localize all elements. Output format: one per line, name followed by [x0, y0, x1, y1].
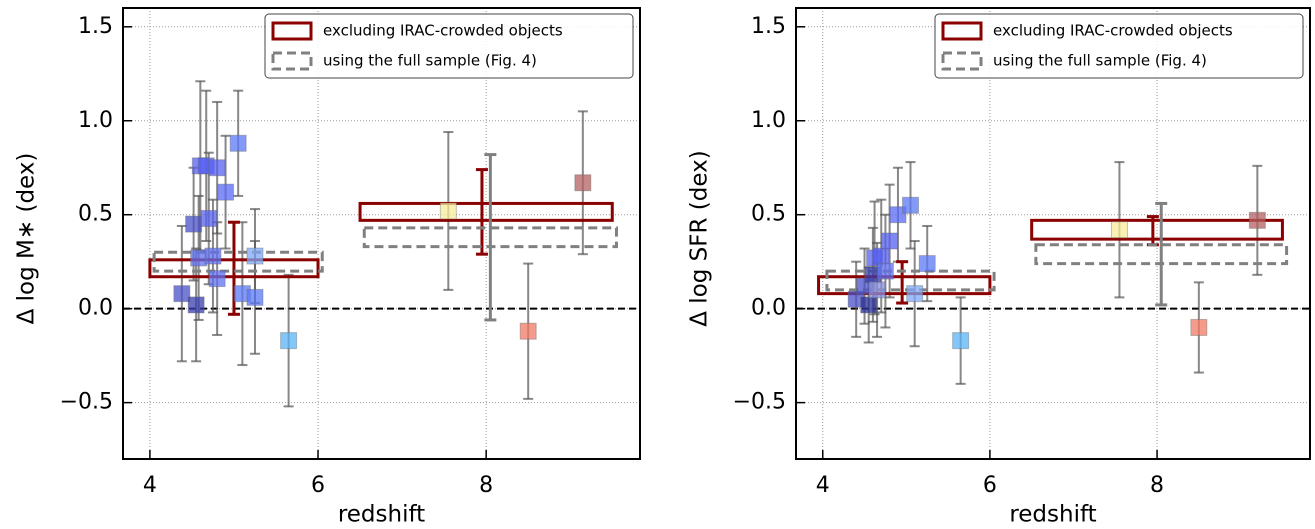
point: [872, 247, 890, 265]
y-tick-label: 0.5: [751, 202, 786, 227]
point: [1110, 221, 1128, 239]
panel: 4 6 8 −0.5 0.0 0.5 1.0 1.5 redshift Δ log M∗ (dex…: [14, 7, 641, 528]
x-axis-label: redshift: [338, 502, 425, 528]
point: [519, 322, 537, 340]
legend: excluding IRAC-crowded objects using the …: [264, 13, 634, 79]
y-axis-label: Δ log SFR (dex): [687, 150, 713, 326]
point: [280, 332, 298, 350]
point: [190, 249, 208, 267]
y-tick-label: 1.0: [751, 108, 786, 133]
point: [200, 209, 218, 227]
x-tick-label: 4: [143, 473, 157, 498]
legend-swatch: [941, 51, 983, 71]
x-axis-label: redshift: [1009, 502, 1096, 528]
point: [246, 247, 264, 265]
bin-box: [817, 275, 992, 296]
bin-error-bar: [896, 260, 909, 305]
point: [217, 183, 235, 201]
point: [889, 206, 907, 224]
bin-error-bar: [475, 168, 488, 256]
point: [1248, 211, 1266, 229]
y-tick-label: 1.0: [78, 108, 113, 133]
legend: excluding IRAC-crowded objects using the …: [934, 13, 1304, 79]
x-tick-label: 6: [311, 473, 325, 498]
legend-frame: [264, 13, 634, 79]
bin-box: [358, 201, 614, 222]
y-tick-label: −0.5: [733, 390, 786, 415]
point: [881, 232, 899, 250]
point: [574, 174, 592, 192]
point: [204, 247, 222, 265]
point: [952, 332, 970, 350]
point: [868, 281, 886, 299]
point: [439, 202, 457, 220]
y-tick-label: 0.0: [78, 296, 113, 321]
y-tick-label: 1.5: [751, 14, 786, 39]
point: [906, 285, 924, 303]
legend-label: using the full sample (Fig. 4): [993, 52, 1207, 70]
legend-frame: [934, 13, 1304, 79]
point: [173, 285, 191, 303]
x-tick-label: 8: [479, 473, 493, 498]
bin-box: [1030, 218, 1284, 241]
point: [185, 215, 203, 233]
x-tick-label: 6: [983, 473, 997, 498]
x-tick-label: 8: [1150, 473, 1164, 498]
y-tick-label: 0.0: [751, 296, 786, 321]
point: [187, 296, 205, 314]
point: [902, 196, 920, 214]
legend-label: excluding IRAC-crowded objects: [323, 22, 563, 40]
point: [876, 262, 894, 280]
point: [208, 159, 226, 177]
panel: 4 6 8 −0.5 0.0 0.5 1.0 1.5 redshift Δ log SFR (de…: [687, 7, 1311, 528]
bin-error-bar: [484, 153, 497, 322]
x-tick-label: 4: [816, 473, 830, 498]
legend-label: excluding IRAC-crowded objects: [993, 22, 1233, 40]
point: [918, 255, 936, 273]
point: [860, 296, 878, 314]
y-tick-label: 1.5: [78, 14, 113, 39]
legend-label: using the full sample (Fig. 4): [323, 52, 537, 70]
y-tick-label: −0.5: [60, 390, 113, 415]
point: [208, 270, 226, 288]
legend-swatch: [271, 21, 313, 41]
legend-swatch: [271, 51, 313, 71]
legend-swatch: [941, 21, 983, 41]
point: [246, 288, 264, 306]
axes-frame: [795, 7, 1311, 460]
axes-frame: [122, 7, 641, 460]
bin-error-bar: [227, 220, 240, 316]
y-axis-label: Δ log M∗ (dex): [14, 153, 40, 325]
bin-error-bar: [1155, 201, 1168, 307]
point: [229, 134, 247, 152]
point: [1190, 318, 1208, 336]
bin-box: [152, 250, 324, 273]
y-tick-label: 0.5: [78, 202, 113, 227]
